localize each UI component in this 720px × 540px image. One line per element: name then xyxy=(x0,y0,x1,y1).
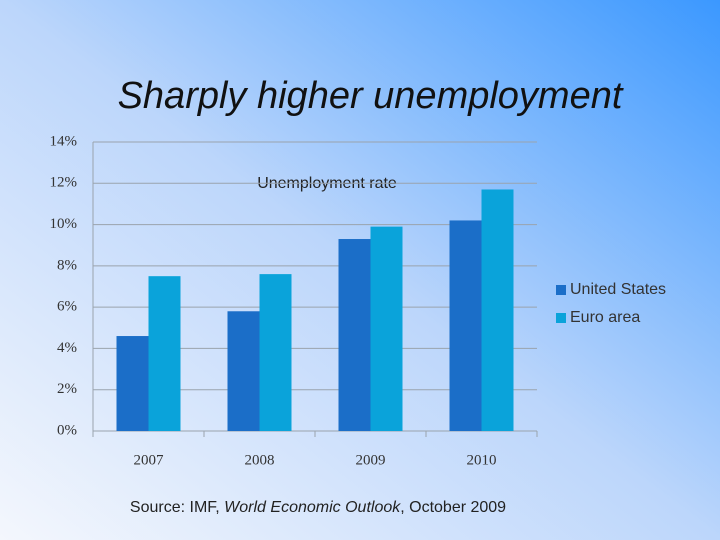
bar xyxy=(481,189,514,431)
y-tick-label: 10% xyxy=(50,216,78,232)
legend-swatch xyxy=(556,313,566,323)
legend-label: United States xyxy=(570,281,666,298)
y-tick-label: 12% xyxy=(50,175,78,191)
bar xyxy=(338,239,371,431)
x-tick-label: 2010 xyxy=(467,452,497,468)
x-tick-label: 2009 xyxy=(356,452,386,468)
bar xyxy=(259,274,292,431)
source-part: , October 2009 xyxy=(400,499,506,516)
bar xyxy=(370,226,403,431)
y-tick-label: 14% xyxy=(50,133,78,149)
bar xyxy=(148,276,181,431)
y-tick-label: 4% xyxy=(57,340,77,356)
y-tick-label: 0% xyxy=(57,422,77,438)
x-tick-label: 2007 xyxy=(134,452,165,468)
legend-label: Euro area xyxy=(570,309,640,326)
bar xyxy=(227,311,260,431)
source-part: World Economic Outlook xyxy=(224,499,401,516)
slide-title: Sharply higher unemployment xyxy=(118,75,624,117)
y-tick-label: 2% xyxy=(57,381,77,397)
source-part: Source: IMF, xyxy=(130,499,224,516)
legend-swatch xyxy=(556,285,566,295)
y-tick-label: 6% xyxy=(57,299,77,315)
x-tick-label: 2008 xyxy=(245,452,275,468)
bar xyxy=(116,336,149,431)
bar xyxy=(449,220,482,431)
source: Source: IMF, World Economic Outlook, Oct… xyxy=(130,499,506,516)
y-tick-label: 8% xyxy=(57,257,77,273)
